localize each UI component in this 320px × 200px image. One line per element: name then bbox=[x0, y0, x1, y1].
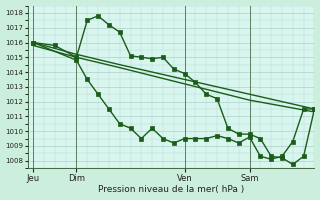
X-axis label: Pression niveau de la mer( hPa ): Pression niveau de la mer( hPa ) bbox=[98, 185, 244, 194]
